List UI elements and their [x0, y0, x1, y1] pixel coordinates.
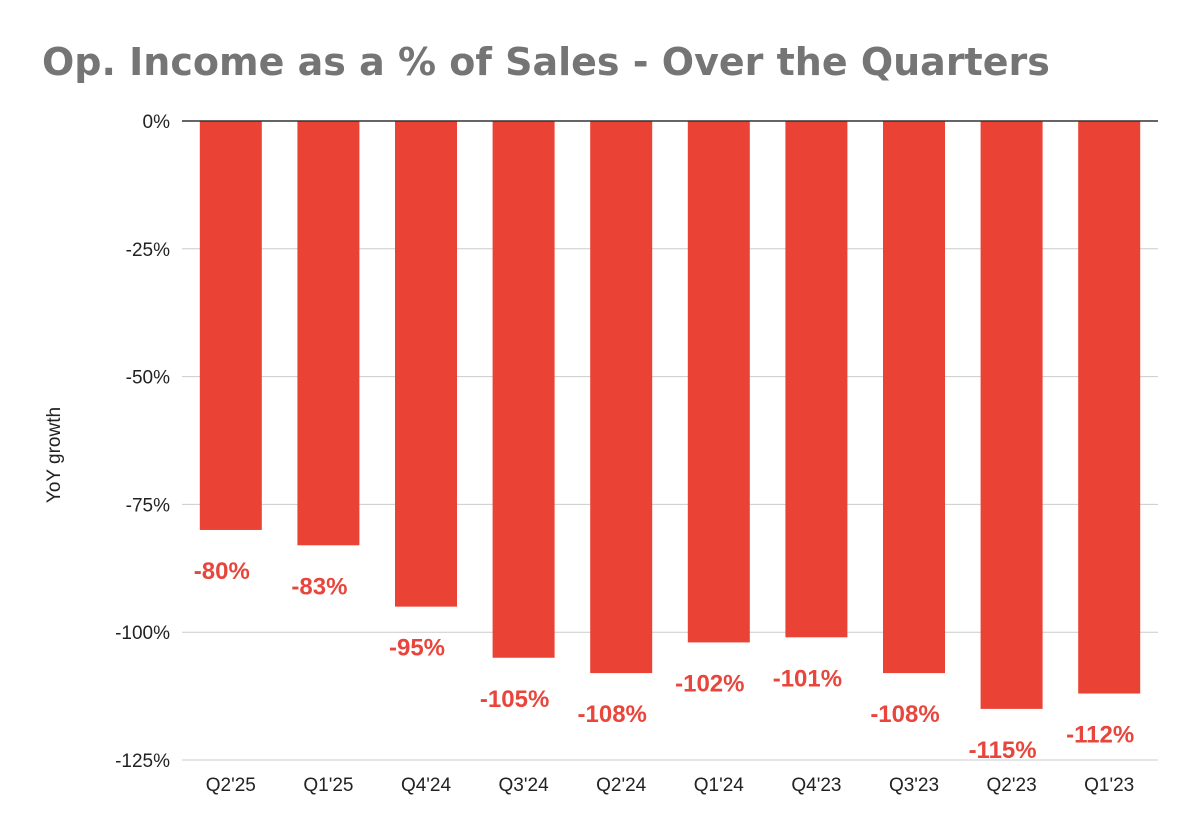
- y-tick-label: -25%: [126, 240, 170, 261]
- data-label: -101%: [773, 665, 842, 692]
- y-tick-label: -50%: [126, 368, 170, 389]
- bar: [492, 121, 555, 658]
- x-tick-label: Q3'23: [889, 775, 939, 796]
- bar: [785, 121, 848, 638]
- bar: [980, 121, 1043, 709]
- data-label: -108%: [870, 701, 939, 728]
- bar: [199, 121, 262, 530]
- y-axis-label: YoY growth: [44, 407, 65, 503]
- y-tick-label: -75%: [126, 495, 170, 516]
- x-tick-label: Q4'23: [791, 775, 841, 796]
- x-tick-label: Q1'23: [1084, 775, 1134, 796]
- data-label: -105%: [480, 686, 549, 713]
- y-tick-label: -100%: [115, 623, 170, 644]
- y-axis-ticks: 0% -25% -50% -75% -100% -125%: [115, 112, 170, 772]
- data-label: -83%: [291, 573, 347, 600]
- data-label: -112%: [1066, 722, 1134, 749]
- x-tick-label: Q2'24: [596, 775, 647, 796]
- x-tick-label: Q1'25: [303, 775, 353, 796]
- bar: [1078, 121, 1141, 694]
- bar: [687, 121, 750, 643]
- bar: [590, 121, 653, 674]
- data-label: -95%: [389, 635, 445, 662]
- y-tick-label: 0%: [143, 112, 171, 133]
- data-label: -102%: [675, 670, 744, 697]
- x-axis-ticks: Q2'25 Q1'25 Q4'24 Q3'24 Q2'24 Q1'24 Q4'23 Q3'23…: [206, 775, 1135, 796]
- y-tick-label: -125%: [115, 751, 170, 772]
- bars: [199, 121, 1141, 709]
- data-label: -115%: [969, 737, 1037, 764]
- bar: [883, 121, 945, 674]
- x-tick-label: Q2'23: [987, 775, 1037, 796]
- bar: [297, 121, 360, 546]
- chart-title: Op. Income as a % of Sales - Over the Qu…: [42, 40, 1050, 84]
- x-tick-label: Q3'24: [499, 775, 550, 796]
- data-label: -108%: [578, 701, 647, 728]
- x-tick-label: Q1'24: [694, 775, 745, 796]
- data-label: -80%: [194, 558, 250, 585]
- x-tick-label: Q2'25: [206, 775, 256, 796]
- data-labels: -80% -83% -95% -105% -108% -102% -101% -108% -11…: [194, 558, 1134, 764]
- x-tick-label: Q4'24: [401, 775, 452, 796]
- bar: [395, 121, 457, 607]
